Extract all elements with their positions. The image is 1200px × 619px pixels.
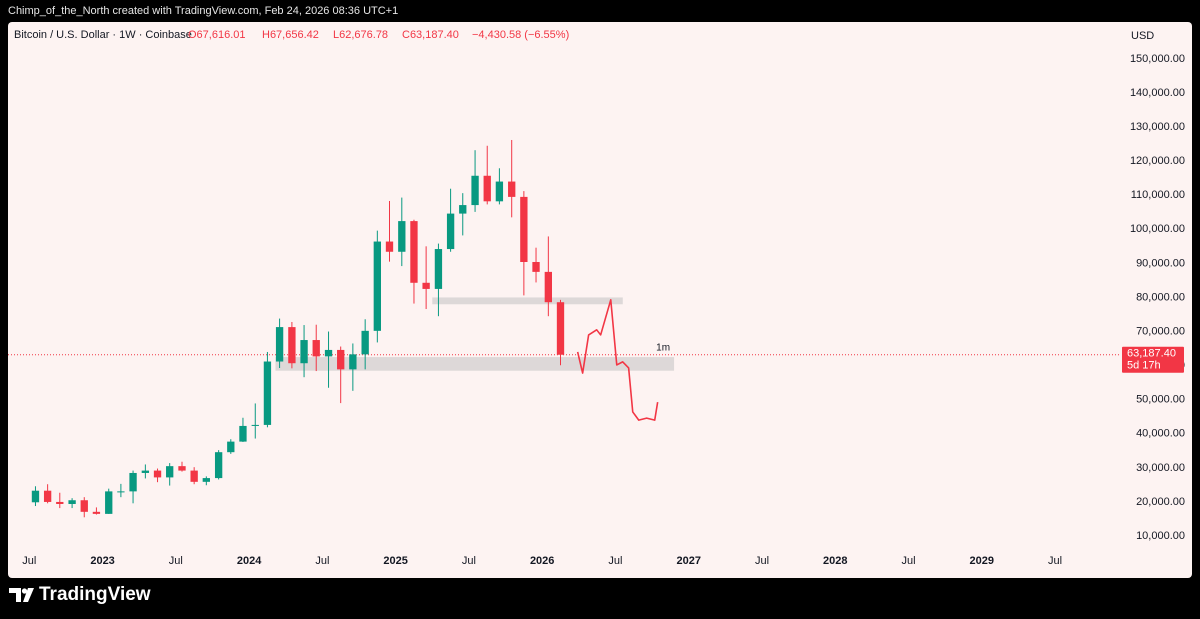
candle-body <box>227 441 235 453</box>
y-tick-label: 70,000.00 <box>1136 325 1185 337</box>
candle-body <box>300 340 308 364</box>
candle-body <box>544 271 553 303</box>
y-tick-label: 140,000.00 <box>1130 87 1185 99</box>
brand-logo <box>9 588 34 602</box>
projection-line <box>576 299 659 421</box>
candle-body <box>251 424 259 426</box>
stat-open: O67,616.01 <box>188 29 246 41</box>
price-tag-value: 63,187.40 <box>1127 348 1176 360</box>
x-tick-label: 2025 <box>383 555 407 567</box>
candle-body <box>446 213 455 250</box>
y-tick-label: 80,000.00 <box>1136 291 1185 303</box>
candle-body <box>459 205 467 214</box>
chart-title: Bitcoin / U.S. Dollar · 1W · Coinbase <box>14 29 192 41</box>
x-tick-label: Jul <box>901 555 915 567</box>
y-tick-label: 20,000.00 <box>1136 496 1185 508</box>
candle-body <box>288 327 296 364</box>
candle-body <box>495 181 504 202</box>
stat-high: H67,656.42 <box>262 29 319 41</box>
x-tick-label: Jul <box>22 555 36 567</box>
candle-body <box>361 330 369 355</box>
candle-body <box>43 490 52 502</box>
y-tick-label: 100,000.00 <box>1130 223 1185 235</box>
x-tick-label: Jul <box>462 555 476 567</box>
x-tick-label: 2024 <box>237 555 262 567</box>
candle-body <box>129 472 137 492</box>
candle-body <box>349 354 357 370</box>
y-tick-label: 90,000.00 <box>1136 257 1185 269</box>
support-zone <box>432 297 623 305</box>
candle-body <box>105 491 113 514</box>
candle-body <box>166 466 174 478</box>
overlay: 10,000.00 20,000.00 30,000.00 40,000.00 50,0… <box>22 53 1185 567</box>
x-tick-label: 2027 <box>676 555 700 567</box>
candle-body <box>312 340 320 357</box>
candle-body <box>520 196 528 262</box>
candle-body <box>385 241 394 252</box>
x-tick-label: 2029 <box>970 555 994 567</box>
y-tick-label: 40,000.00 <box>1136 428 1185 440</box>
candle-body <box>532 261 540 272</box>
candle-body <box>214 452 223 479</box>
y-tick-label: 120,000.00 <box>1130 155 1185 167</box>
y-tick-label: 110,000.00 <box>1131 189 1185 201</box>
price-tag-countdown: 5d 17h <box>1127 360 1161 372</box>
candle-body <box>398 221 406 252</box>
x-tick-label: Jul <box>315 555 329 567</box>
y-axis-label: USD <box>1131 30 1154 42</box>
candle-body <box>410 221 418 283</box>
zone-label: 1m <box>656 343 670 354</box>
candle-body <box>263 361 272 425</box>
candle-body <box>508 181 516 197</box>
candle-body <box>471 175 479 206</box>
candle-body <box>434 249 443 289</box>
candle-body <box>31 490 40 503</box>
price-tag-box <box>1122 346 1184 373</box>
y-tick-label: 130,000.00 <box>1130 121 1185 133</box>
y-tick-label: 150,000.00 <box>1130 53 1185 65</box>
x-tick-label: Jul <box>1048 555 1062 567</box>
x-tick-label: 2023 <box>90 555 114 567</box>
candle-body <box>324 349 333 357</box>
candle-body <box>80 500 88 512</box>
candle-body <box>239 425 247 442</box>
candle-body <box>275 327 284 362</box>
candle-body <box>68 500 76 504</box>
candle-body <box>190 470 198 482</box>
stat-close: C63,187.40 <box>402 29 459 41</box>
candle-body <box>56 501 64 504</box>
attribution: Chimp_of_the_North created with TradingV… <box>8 5 398 17</box>
candle-body <box>178 466 186 471</box>
x-tick-label: Jul <box>169 555 183 567</box>
y-tick-label: 10,000.00 <box>1136 530 1185 542</box>
brand-name[interactable]: TradingView <box>39 584 151 605</box>
candle-body <box>92 511 101 514</box>
candle-body <box>337 349 345 370</box>
candle-body <box>556 302 565 355</box>
candle-body <box>153 470 162 478</box>
candle-body <box>202 478 210 482</box>
plot-area <box>8 139 1120 518</box>
x-tick-label: Jul <box>608 555 622 567</box>
x-tick-label: 2026 <box>530 555 554 567</box>
candle-body <box>373 241 381 331</box>
stat-low: L62,676.78 <box>333 29 388 41</box>
x-tick-label: 2028 <box>823 555 847 567</box>
y-tick-label: 30,000.00 <box>1136 462 1185 474</box>
candle-body <box>422 282 430 289</box>
x-tick-label: Jul <box>755 555 769 567</box>
stat-change: −4,430.58 (−6.55%) <box>472 29 569 41</box>
candle-body <box>117 491 125 493</box>
y-tick-label: 50,000.00 <box>1136 394 1185 406</box>
candle-body <box>483 175 491 202</box>
candle-body <box>141 470 150 473</box>
support-zone <box>275 357 675 371</box>
